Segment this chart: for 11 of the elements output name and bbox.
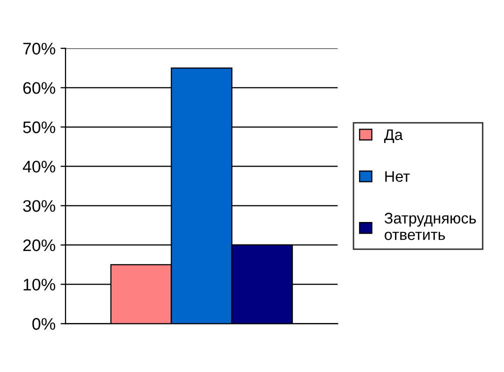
y-tick-label: 10% [24, 278, 56, 291]
y-tick-label: 20% [23, 239, 56, 252]
y-tick-label: 40% [22, 160, 56, 173]
y-tick-label: 0% [32, 318, 56, 330]
legend-label: Нет [385, 171, 410, 182]
legend-label: Да [384, 129, 403, 144]
y-tick-label: 30% [23, 200, 56, 212]
y-tick-label: 60% [23, 82, 56, 94]
legend-label: Затрудняюсь ответить [384, 212, 476, 240]
y-tick-label: 70% [23, 42, 56, 55]
y-tick-label: 50% [23, 121, 56, 134]
